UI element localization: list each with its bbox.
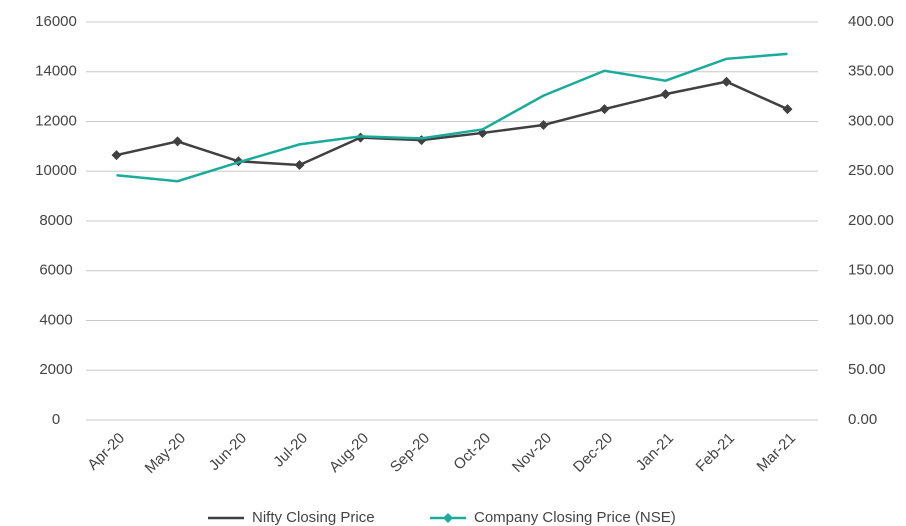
legend-label: Nifty Closing Price [252, 509, 375, 526]
point-marker [721, 76, 732, 87]
legend-item: Nifty Closing Price [208, 509, 375, 526]
point-marker [294, 160, 305, 171]
y-tick-label: 16000 [35, 13, 77, 30]
y-tick-label: 8000 [39, 212, 72, 229]
point-marker [538, 119, 549, 130]
x-tick-label: Nov-20 [509, 430, 555, 476]
point-marker [660, 89, 671, 100]
x-tick-label: Mar-21 [754, 430, 800, 476]
x-tick-label: Aug-20 [326, 430, 372, 476]
legend-label: Company Closing Price (NSE) [474, 509, 676, 526]
y-tick-label: 10000 [35, 162, 77, 179]
y-tick-label: 2000 [39, 361, 72, 378]
x-tick-label: Apr-20 [84, 430, 128, 474]
y2-tick-label: 150.00 [848, 262, 894, 279]
legend-item: Company Closing Price (NSE) [430, 509, 676, 526]
y2-tick-label: 300.00 [848, 112, 894, 129]
point-marker [172, 136, 183, 147]
y2-tick-label: 200.00 [848, 212, 894, 229]
y-tick-label: 6000 [39, 262, 72, 279]
y-tick-label: 4000 [39, 311, 72, 328]
y2-tick-label: 250.00 [848, 162, 894, 179]
series-line [116, 80, 789, 167]
point-marker [599, 104, 610, 115]
y2-tick-label: 350.00 [848, 63, 894, 80]
point-marker [111, 150, 122, 161]
x-tick-label: Feb-21 [693, 430, 739, 476]
x-tick-label: Dec-20 [570, 430, 616, 476]
x-tick-label: May-20 [142, 430, 189, 477]
y-tick-label: 12000 [35, 112, 77, 129]
series-line [116, 52, 788, 183]
y-tick-label: 14000 [35, 63, 77, 80]
x-tick-label: Jul-20 [270, 430, 311, 471]
x-tick-label: Oct-20 [450, 430, 494, 474]
y2-tick-label: 100.00 [848, 311, 894, 328]
legend-marker [443, 513, 453, 523]
x-tick-label: Jun-20 [206, 430, 250, 474]
point-marker [782, 104, 793, 115]
x-tick-label: Sep-20 [387, 430, 433, 476]
y2-tick-label: 0.00 [848, 411, 877, 428]
y-tick-label: 0 [52, 411, 60, 428]
x-tick-label: Jan-21 [633, 430, 677, 474]
y2-tick-label: 400.00 [848, 13, 894, 30]
y2-tick-label: 50.00 [848, 361, 886, 378]
